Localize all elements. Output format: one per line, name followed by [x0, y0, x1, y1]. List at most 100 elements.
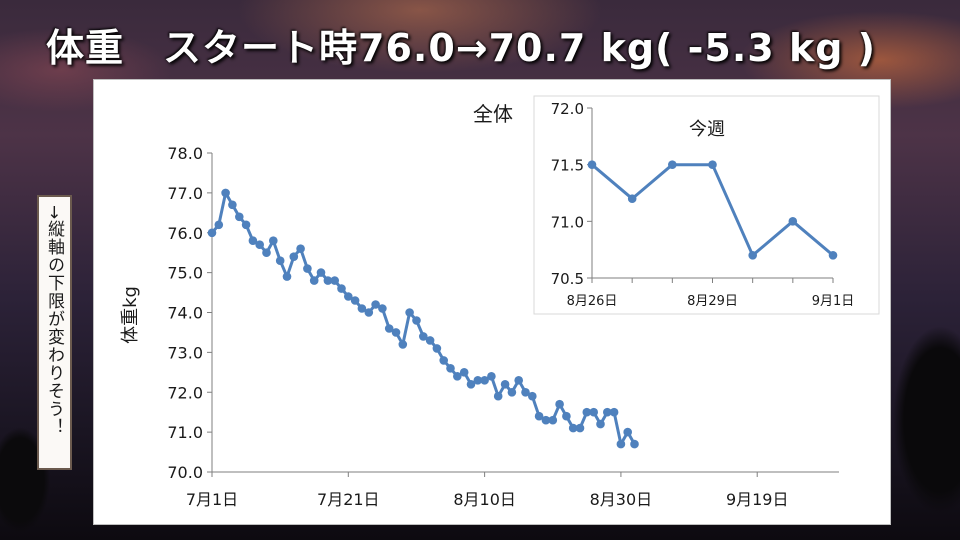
- overall-data-point: [296, 244, 305, 253]
- overall-data-point: [350, 296, 360, 305]
- overall-data-point: [480, 376, 489, 385]
- overall-data-point: [221, 188, 230, 198]
- overall-data-point: [248, 236, 258, 245]
- overall-data-point: [303, 264, 312, 273]
- overall-chart: 全体 体重kg 78.0 77.0 76.0 75.0 74.0 73.0 72.0 71.0…: [120, 102, 839, 509]
- side-note: →縦軸の下限が変わりそう！: [37, 195, 72, 470]
- overall-data-point: [548, 415, 558, 425]
- overall-data-point: [555, 399, 564, 409]
- weekly-data-point: [668, 160, 677, 169]
- y-tick-label: 76.0: [167, 224, 203, 243]
- inset-x-tick-label: 9月1日: [812, 294, 855, 309]
- x-tick-label: 7月21日: [317, 490, 380, 509]
- overall-data-point: [405, 308, 414, 317]
- weekly-data-point: [708, 160, 717, 169]
- y-tick-label: 72.0: [167, 383, 203, 402]
- overall-chart-title: 全体: [473, 102, 513, 126]
- overall-data-point: [589, 407, 598, 417]
- overall-series: [207, 188, 639, 449]
- chart-panel: 全体 体重kg 78.0 77.0 76.0 75.0 74.0 73.0 72.0 71.0…: [93, 79, 891, 525]
- overall-data-point: [603, 407, 612, 417]
- overall-axes: 78.0 77.0 76.0 75.0 74.0 73.0 72.0 71.0 70.0 7月1日…: [167, 144, 839, 509]
- overall-data-point: [344, 292, 353, 301]
- x-tick-label: 8月30日: [590, 490, 653, 509]
- overall-data-point: [398, 340, 408, 349]
- overall-data-point: [378, 304, 387, 313]
- overall-data-point: [507, 388, 517, 397]
- y-tick-label: 71.0: [167, 423, 203, 442]
- weekly-data-point: [828, 251, 838, 260]
- overall-data-point: [466, 380, 476, 389]
- overall-data-point: [412, 316, 421, 325]
- y-axis-label: 体重kg: [120, 286, 141, 344]
- overall-data-point: [541, 415, 551, 425]
- overall-data-point: [473, 376, 483, 385]
- overall-data-point: [241, 220, 251, 230]
- overall-data-point: [384, 324, 394, 333]
- y-tick-label: 70.0: [167, 463, 203, 482]
- overall-data-point: [337, 284, 346, 293]
- weekly-inset-chart: 今週 72.0 71.5 71.0 70.5 8月26日 8月29日 9月1日: [533, 95, 880, 315]
- overall-data-point: [630, 439, 639, 449]
- overall-data-point: [487, 372, 496, 381]
- overall-data-point: [419, 332, 428, 341]
- y-tick-label: 78.0: [167, 144, 203, 163]
- overall-data-point: [391, 328, 401, 337]
- overall-data-point: [371, 300, 380, 309]
- side-note-text: →縦軸の下限が変わりそう！: [44, 205, 64, 437]
- weekly-data-point: [587, 160, 597, 169]
- overall-data-point: [316, 268, 326, 277]
- overall-data-point: [228, 200, 237, 210]
- weekly-data-point: [627, 194, 637, 203]
- x-tick-label: 7月1日: [186, 490, 238, 509]
- overall-data-point: [616, 439, 626, 449]
- overall-data-point: [255, 240, 264, 249]
- overall-data-point: [269, 236, 278, 245]
- overall-data-point: [330, 276, 339, 285]
- tree-silhouette-right: [880, 290, 960, 540]
- overall-data-point: [357, 304, 367, 313]
- overall-data-point: [528, 391, 537, 401]
- overall-data-point: [521, 388, 530, 397]
- overall-data-point: [582, 407, 592, 417]
- weekly-chart-title: 今週: [689, 119, 725, 140]
- x-tick-label: 8月10日: [453, 490, 516, 509]
- weekly-data-point: [788, 217, 798, 226]
- overall-data-point: [453, 372, 462, 381]
- overall-data-point: [493, 391, 503, 401]
- overall-data-point: [534, 411, 544, 421]
- overall-data-point: [275, 256, 285, 265]
- overall-data-point: [568, 423, 578, 433]
- overall-data-point: [575, 423, 585, 433]
- y-tick-label: 75.0: [167, 264, 203, 283]
- overall-data-point: [514, 376, 523, 385]
- overall-data-point: [214, 220, 224, 230]
- inset-y-tick-label: 70.5: [551, 270, 584, 288]
- weekly-series: [587, 160, 838, 260]
- y-tick-label: 74.0: [167, 304, 203, 323]
- overall-data-point: [309, 276, 319, 285]
- overall-data-point: [609, 407, 619, 417]
- overall-data-point: [289, 252, 299, 261]
- x-tick-label: 9月19日: [726, 490, 789, 509]
- overall-data-point: [439, 356, 449, 365]
- overall-data-point: [364, 308, 374, 317]
- inset-y-tick-label: 72.0: [551, 100, 584, 118]
- overall-data-point: [235, 212, 244, 222]
- overall-data-point: [262, 248, 271, 257]
- overall-data-point: [459, 368, 469, 377]
- overall-data-point: [500, 380, 510, 389]
- overall-data-point: [432, 344, 442, 353]
- overall-data-point: [562, 411, 571, 421]
- inset-x-tick-label: 8月29日: [687, 294, 738, 309]
- inset-y-tick-label: 71.0: [551, 213, 584, 231]
- weekly-data-point: [748, 251, 757, 260]
- overall-data-point: [323, 276, 333, 285]
- weekly-axes: 72.0 71.5 71.0 70.5 8月26日 8月29日 9月1日: [551, 100, 855, 309]
- overall-data-point: [207, 228, 217, 238]
- y-tick-label: 77.0: [167, 184, 203, 203]
- overall-data-point: [425, 336, 435, 345]
- inset-y-tick-label: 71.5: [551, 157, 584, 175]
- overall-data-point: [623, 427, 632, 437]
- overall-data-point: [446, 364, 455, 373]
